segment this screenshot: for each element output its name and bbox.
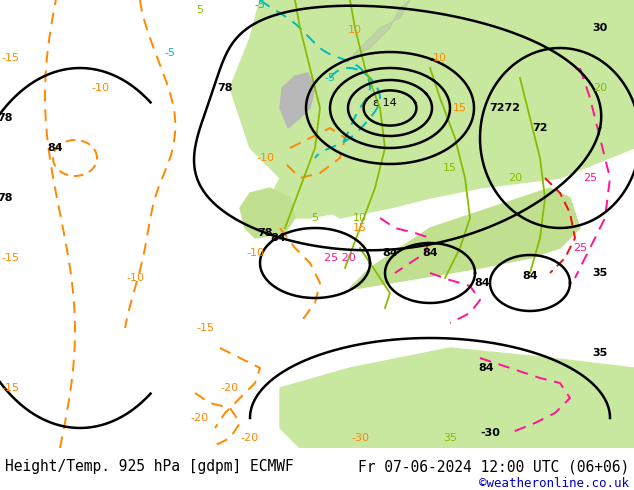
Text: 72: 72 (533, 123, 548, 133)
Text: 78: 78 (0, 113, 13, 123)
Text: 84: 84 (478, 363, 494, 373)
Text: 10: 10 (353, 213, 367, 223)
Polygon shape (345, 0, 410, 63)
Text: Fr 07-06-2024 12:00 UTC (06+06): Fr 07-06-2024 12:00 UTC (06+06) (358, 460, 629, 474)
Text: ε 14: ε 14 (373, 98, 397, 108)
Text: 84: 84 (474, 278, 490, 288)
Text: 84: 84 (382, 248, 398, 258)
Text: -5: -5 (164, 48, 176, 58)
Text: Height/Temp. 925 hPa [gdpm] ECMWF: Height/Temp. 925 hPa [gdpm] ECMWF (5, 460, 294, 474)
Text: 15: 15 (453, 103, 467, 113)
Text: 25: 25 (573, 243, 587, 253)
Text: -10: -10 (126, 273, 144, 283)
Text: 5: 5 (311, 213, 318, 223)
Text: 84: 84 (522, 271, 538, 281)
Text: 10: 10 (348, 25, 362, 35)
Text: 15: 15 (353, 223, 367, 233)
Polygon shape (350, 188, 580, 288)
Text: -20: -20 (241, 433, 259, 443)
Text: 30: 30 (592, 23, 607, 33)
Text: 84: 84 (270, 233, 286, 243)
Text: -15: -15 (1, 383, 19, 393)
Text: 5: 5 (197, 5, 204, 15)
Text: -20: -20 (191, 413, 209, 423)
Text: -30: -30 (480, 428, 500, 438)
Text: -5: -5 (325, 73, 335, 83)
Text: 15: 15 (443, 163, 457, 173)
Text: 25 20: 25 20 (324, 253, 356, 263)
Text: 20: 20 (508, 173, 522, 183)
Text: -30: -30 (351, 433, 369, 443)
Text: -10: -10 (256, 153, 274, 163)
Text: 84: 84 (422, 248, 438, 258)
Text: -20: -20 (221, 383, 239, 393)
Text: -10: -10 (91, 83, 109, 93)
Text: -15: -15 (1, 53, 19, 63)
Polygon shape (280, 348, 634, 448)
Text: -15: -15 (1, 253, 19, 263)
Polygon shape (240, 188, 295, 238)
Text: 78: 78 (217, 83, 233, 93)
Text: ©weatheronline.co.uk: ©weatheronline.co.uk (479, 477, 629, 490)
Text: -10: -10 (246, 248, 264, 258)
Polygon shape (270, 88, 460, 218)
Polygon shape (280, 73, 315, 128)
Text: 10: 10 (433, 53, 447, 63)
Text: 25: 25 (583, 173, 597, 183)
Text: 35: 35 (592, 268, 607, 278)
Text: 35: 35 (443, 433, 457, 443)
Text: 84: 84 (47, 143, 63, 153)
Text: 35: 35 (592, 348, 607, 358)
Text: -15: -15 (196, 323, 214, 333)
Text: 7272: 7272 (489, 103, 521, 113)
Polygon shape (230, 0, 634, 218)
Text: 78: 78 (0, 193, 13, 203)
Text: 78: 78 (257, 228, 273, 238)
Text: 20: 20 (593, 83, 607, 93)
Text: -5: -5 (254, 0, 266, 10)
